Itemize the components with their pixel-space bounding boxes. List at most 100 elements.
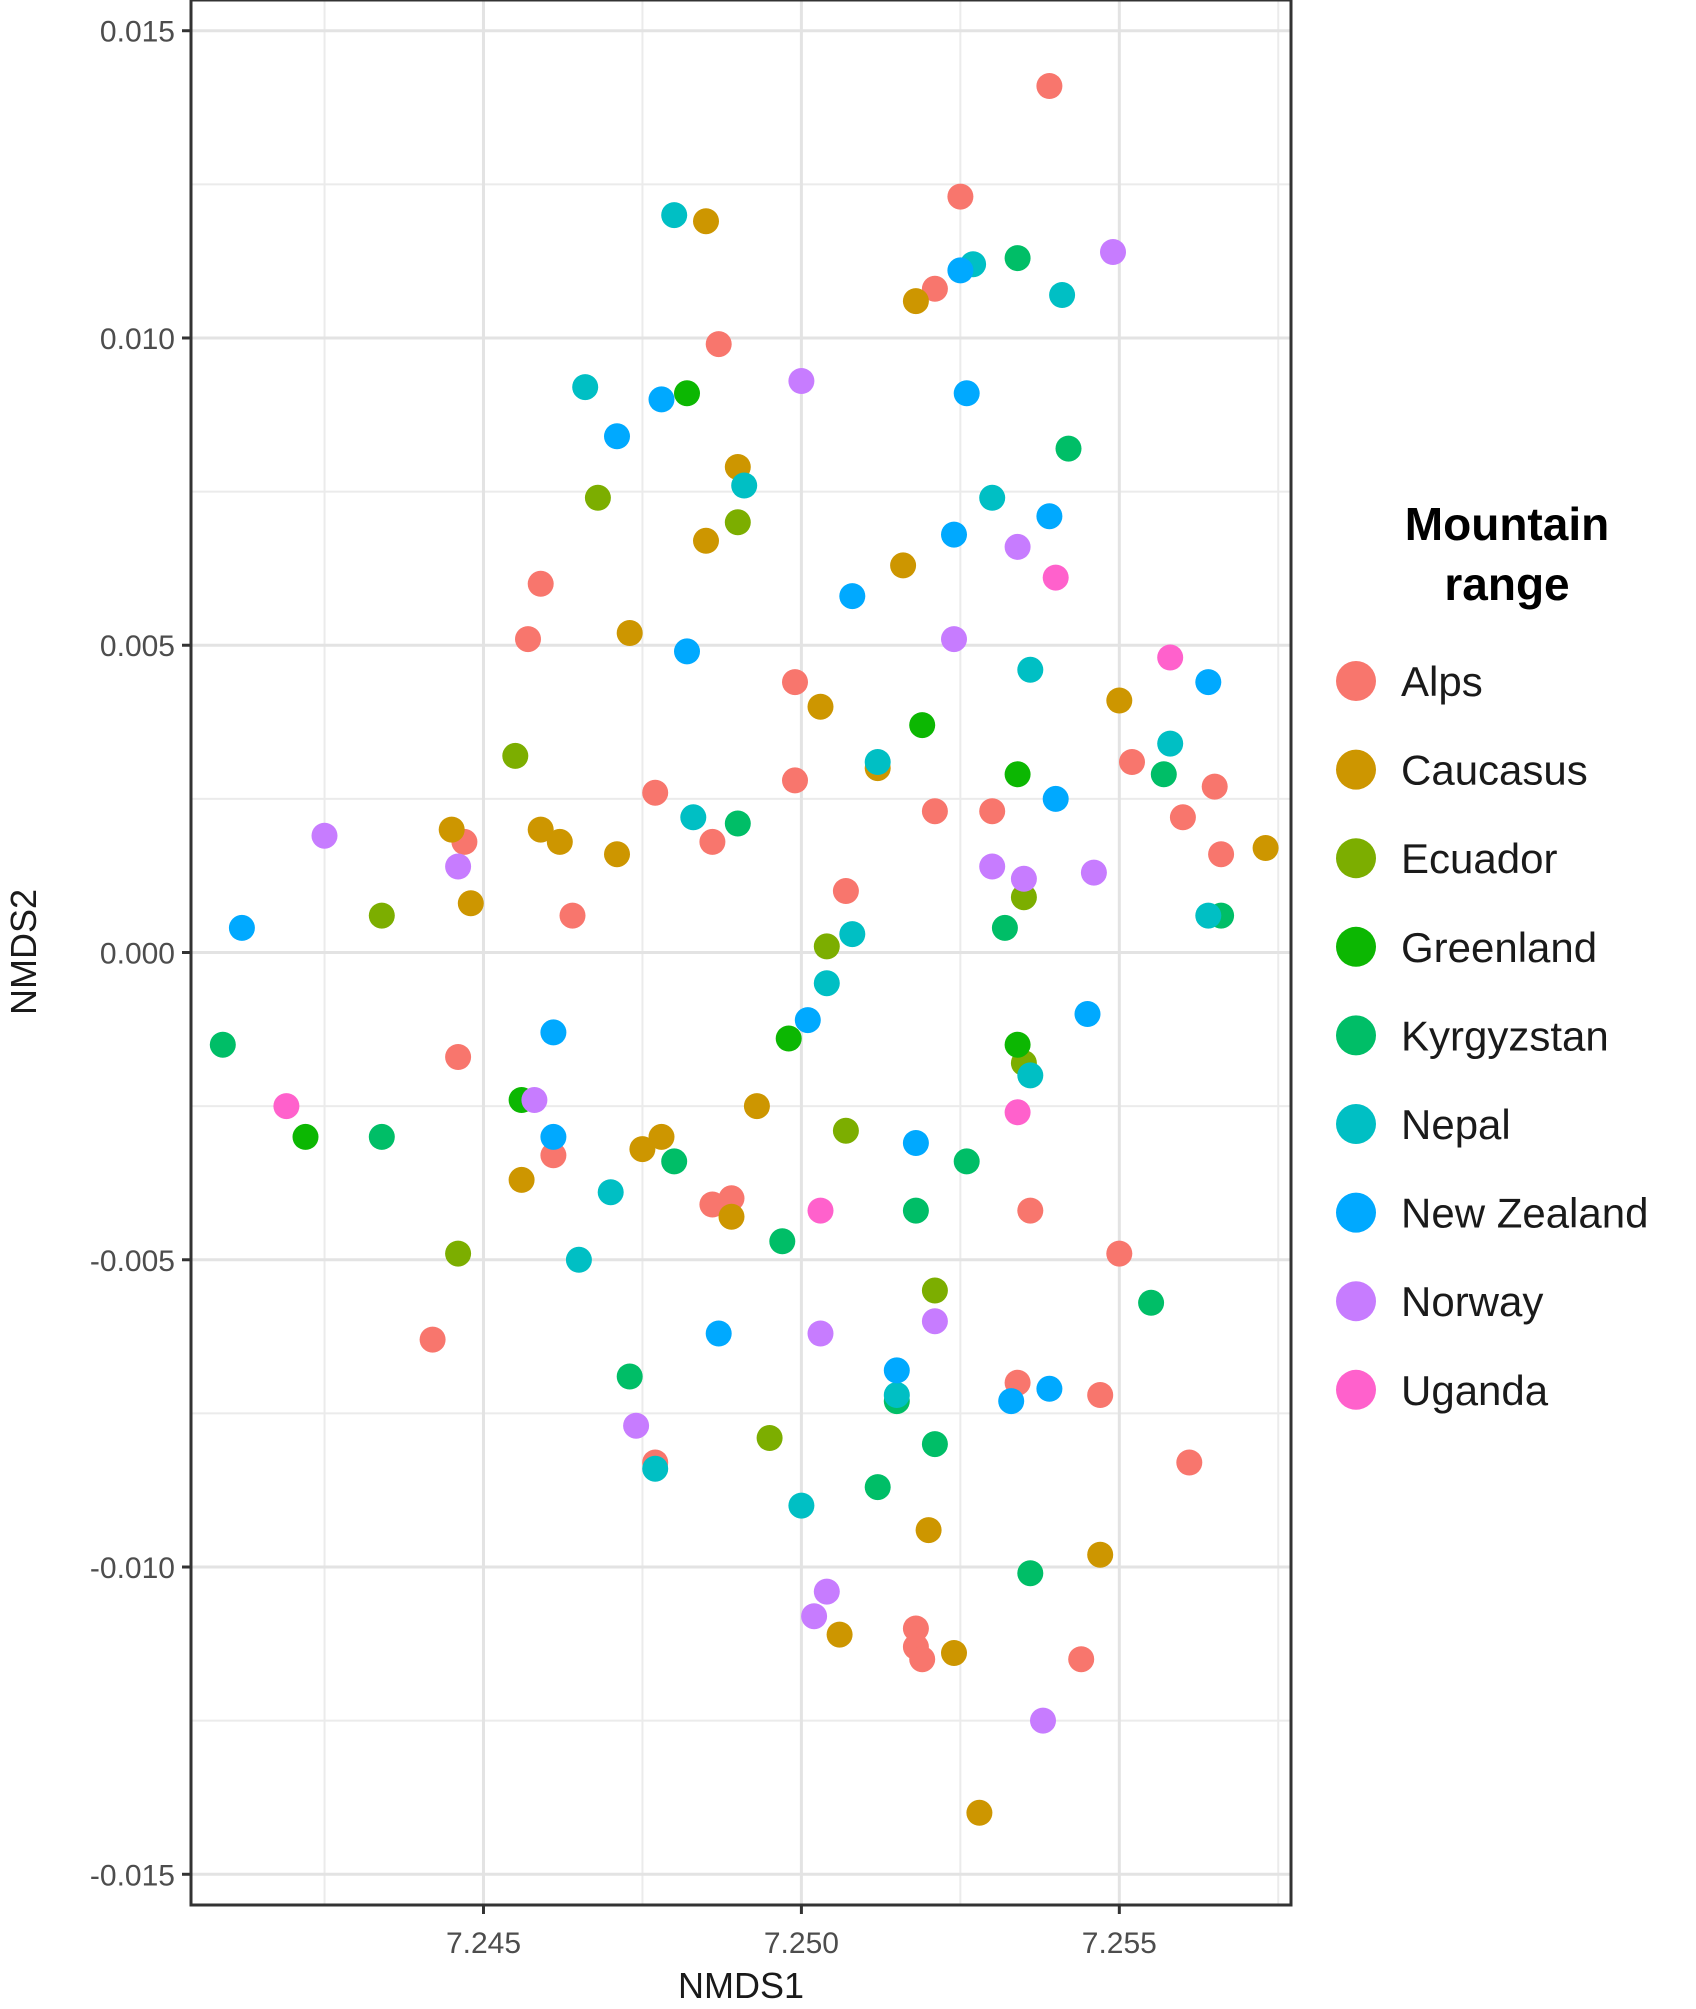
data-point-norway <box>1004 533 1031 560</box>
data-point-kyrgyzstan <box>953 1148 980 1175</box>
legend-title-line: Mountain <box>1405 498 1609 550</box>
data-point-alps <box>979 798 1006 825</box>
data-point-ecuador <box>756 1425 783 1451</box>
data-point-uganda <box>1042 564 1069 591</box>
data-point-new-zealand <box>998 1388 1025 1415</box>
data-point-new-zealand <box>648 386 675 413</box>
data-point-alps <box>1119 749 1145 775</box>
data-point-alps <box>419 1326 446 1353</box>
legend-key-ecuador <box>1336 838 1376 879</box>
data-point-new-zealand <box>953 380 980 407</box>
legend-key-alps <box>1336 661 1376 701</box>
data-point-alps <box>1036 73 1063 99</box>
data-point-norway <box>1030 1707 1056 1734</box>
data-point-nepal <box>979 484 1006 511</box>
y-tick-label: -0.010 <box>90 1552 175 1585</box>
data-point-alps <box>642 779 669 806</box>
data-point-caucasus <box>438 816 465 843</box>
data-point-greenland <box>292 1123 319 1150</box>
data-point-nepal <box>864 749 891 775</box>
legend-label-new-zealand: New Zealand <box>1401 1190 1648 1237</box>
data-point-norway <box>801 1603 828 1630</box>
data-point-new-zealand <box>705 1320 732 1347</box>
data-point-new-zealand <box>902 1130 929 1156</box>
data-point-kyrgyzstan <box>769 1228 796 1255</box>
x-axis-title: NMDS1 <box>678 1965 804 2006</box>
data-point-caucasus <box>966 1799 993 1826</box>
data-point-new-zealand <box>1036 1375 1063 1402</box>
data-point-alps <box>1169 804 1196 831</box>
legend-title-line: range <box>1444 558 1569 610</box>
legend-label-caucasus: Caucasus <box>1401 747 1588 794</box>
data-point-new-zealand <box>883 1357 910 1384</box>
legend-key-kyrgyzstan <box>1336 1015 1376 1056</box>
data-point-alps <box>1106 1240 1133 1267</box>
data-point-kyrgyzstan <box>902 1197 929 1224</box>
data-point-caucasus <box>826 1621 853 1648</box>
data-point-caucasus <box>807 693 834 720</box>
x-tick-label: 7.255 <box>1082 1927 1157 1960</box>
data-point-new-zealand <box>540 1123 567 1150</box>
data-point-nepal <box>642 1455 669 1482</box>
data-point-kyrgyzstan <box>864 1474 891 1501</box>
data-point-alps <box>921 798 948 825</box>
data-point-norway <box>623 1412 650 1439</box>
data-point-uganda <box>807 1197 834 1224</box>
data-point-alps <box>699 828 726 855</box>
legend-title: Mountain range <box>1405 498 1609 610</box>
data-point-caucasus <box>527 816 554 843</box>
y-tick-label: -0.015 <box>90 1859 175 1892</box>
legend-key-caucasus <box>1336 749 1376 790</box>
data-point-caucasus <box>902 288 929 315</box>
data-point-nepal <box>883 1382 910 1408</box>
data-point-caucasus <box>1106 687 1133 714</box>
data-point-caucasus <box>693 527 719 554</box>
data-point-nepal <box>1017 1062 1044 1089</box>
data-point-ecuador <box>832 1117 859 1144</box>
data-point-alps <box>1201 773 1228 800</box>
data-point-caucasus <box>457 890 484 917</box>
y-tick-label: -0.005 <box>90 1245 175 1278</box>
data-point-kyrgyzstan <box>1017 1560 1044 1587</box>
data-point-kyrgyzstan <box>724 810 751 837</box>
data-point-caucasus <box>915 1517 942 1544</box>
data-point-norway <box>788 368 815 394</box>
data-point-greenland <box>674 380 700 407</box>
data-point-greenland <box>775 1025 802 1052</box>
x-axis: 7.245 7.250 7.255 <box>446 1905 1157 1960</box>
data-point-alps <box>1068 1646 1095 1673</box>
data-point-new-zealand <box>839 583 866 610</box>
data-point-kyrgyzstan <box>991 914 1018 941</box>
legend-label-nepal: Nepal <box>1401 1101 1511 1148</box>
data-point-ecuador <box>921 1277 948 1304</box>
data-point-ecuador <box>502 742 529 769</box>
data-point-caucasus <box>616 620 643 646</box>
data-point-new-zealand <box>228 914 255 941</box>
y-tick-label: 0.005 <box>100 630 175 663</box>
data-point-alps <box>782 669 808 696</box>
data-point-kyrgyzstan <box>209 1031 236 1058</box>
data-point-kyrgyzstan <box>1150 761 1177 788</box>
data-point-norway <box>1080 859 1107 886</box>
data-point-nepal <box>731 472 758 499</box>
data-point-new-zealand <box>1036 503 1063 530</box>
legend-key-new-zealand <box>1336 1192 1376 1233</box>
data-point-caucasus <box>1087 1541 1114 1568</box>
data-point-kyrgyzstan <box>1138 1289 1165 1316</box>
y-axis: -0.015 -0.010 -0.005 0.000 0.005 0.010 0.015 <box>90 16 191 1892</box>
data-point-norway <box>813 1578 840 1605</box>
data-point-ecuador <box>724 509 751 536</box>
data-point-alps <box>1017 1197 1044 1224</box>
data-point-caucasus <box>718 1203 745 1230</box>
data-point-kyrgyzstan <box>616 1363 643 1390</box>
data-point-norway <box>921 1308 948 1335</box>
data-point-alps <box>705 331 732 358</box>
legend-label-ecuador: Ecuador <box>1401 835 1557 882</box>
data-point-norway <box>941 626 967 653</box>
data-point-new-zealand <box>1195 669 1222 696</box>
data-point-alps <box>527 570 554 597</box>
data-point-norway <box>311 822 338 849</box>
data-point-kyrgyzstan <box>921 1431 948 1458</box>
data-point-kyrgyzstan <box>1004 245 1031 272</box>
